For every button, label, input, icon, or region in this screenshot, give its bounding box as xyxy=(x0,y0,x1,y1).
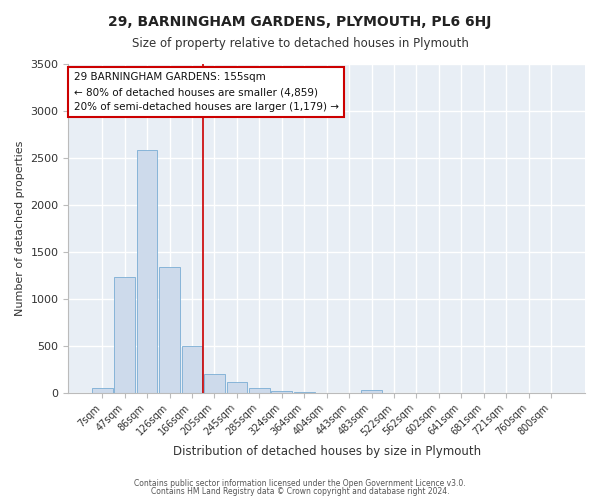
Bar xyxy=(249,388,269,393)
Text: Contains HM Land Registry data © Crown copyright and database right 2024.: Contains HM Land Registry data © Crown c… xyxy=(151,487,449,496)
Bar xyxy=(271,391,292,393)
Bar xyxy=(361,390,382,393)
Bar xyxy=(294,392,314,393)
Bar xyxy=(92,388,113,393)
Text: Size of property relative to detached houses in Plymouth: Size of property relative to detached ho… xyxy=(131,38,469,51)
Text: Contains public sector information licensed under the Open Government Licence v3: Contains public sector information licen… xyxy=(134,478,466,488)
Text: 29, BARNINGHAM GARDENS, PLYMOUTH, PL6 6HJ: 29, BARNINGHAM GARDENS, PLYMOUTH, PL6 6H… xyxy=(109,15,491,29)
X-axis label: Distribution of detached houses by size in Plymouth: Distribution of detached houses by size … xyxy=(173,444,481,458)
Bar xyxy=(204,374,225,393)
Bar xyxy=(159,267,180,393)
Text: 29 BARNINGHAM GARDENS: 155sqm
← 80% of detached houses are smaller (4,859)
20% o: 29 BARNINGHAM GARDENS: 155sqm ← 80% of d… xyxy=(74,72,338,112)
Bar xyxy=(227,382,247,393)
Bar xyxy=(137,150,157,393)
Bar xyxy=(115,278,135,393)
Bar xyxy=(182,346,202,393)
Y-axis label: Number of detached properties: Number of detached properties xyxy=(15,140,25,316)
